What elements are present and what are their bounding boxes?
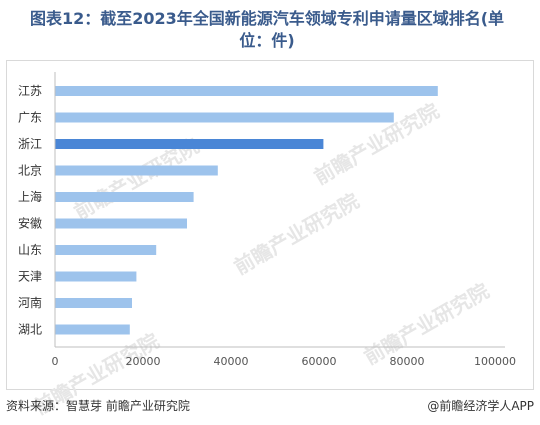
bar	[55, 192, 194, 202]
x-tick-label: 40000	[214, 355, 249, 368]
x-tick-label: 60000	[302, 355, 337, 368]
bars-layer	[55, 86, 438, 335]
y-tick-label: 江苏	[18, 84, 42, 98]
y-tick-label: 广东	[18, 111, 42, 125]
bar	[55, 218, 187, 229]
source-note: 资料来源：智慧芽 前瞻产业研究院	[6, 399, 190, 413]
bar	[55, 298, 132, 308]
watermark-text: 前瞻产业研究院	[230, 189, 363, 280]
x-tick-label: 0	[52, 355, 59, 368]
x-tick-label: 100000	[474, 355, 516, 368]
y-tick-label: 湖北	[18, 322, 42, 337]
bar	[55, 165, 218, 176]
y-tick-label: 河南	[18, 295, 42, 310]
x-tick-label: 80000	[390, 355, 425, 368]
watermark-text: 前瞻产业研究院	[310, 99, 443, 190]
x-axis: 0 20000 40000 60000 80000 100000	[52, 72, 516, 368]
brand-credit: @前瞻经济学人APP	[427, 399, 534, 413]
bar	[55, 245, 157, 255]
bar	[55, 86, 438, 96]
y-tick-label: 山东	[18, 243, 42, 257]
y-tick-label: 安徽	[18, 216, 42, 231]
x-tick-label: 20000	[126, 355, 161, 368]
y-tick-label: 上海	[18, 189, 42, 204]
bar	[55, 324, 130, 335]
y-tick-label: 天津	[18, 270, 42, 284]
y-tick-label: 浙江	[18, 137, 42, 151]
chart-frame	[6, 60, 534, 390]
bar	[55, 112, 394, 123]
bar	[55, 271, 137, 282]
chart-title: 图表12：截至2023年全国新能源汽车领域专利申请量区域排名(单位：件)	[29, 9, 505, 50]
y-tick-label: 北京	[18, 164, 42, 178]
bar	[55, 139, 324, 149]
